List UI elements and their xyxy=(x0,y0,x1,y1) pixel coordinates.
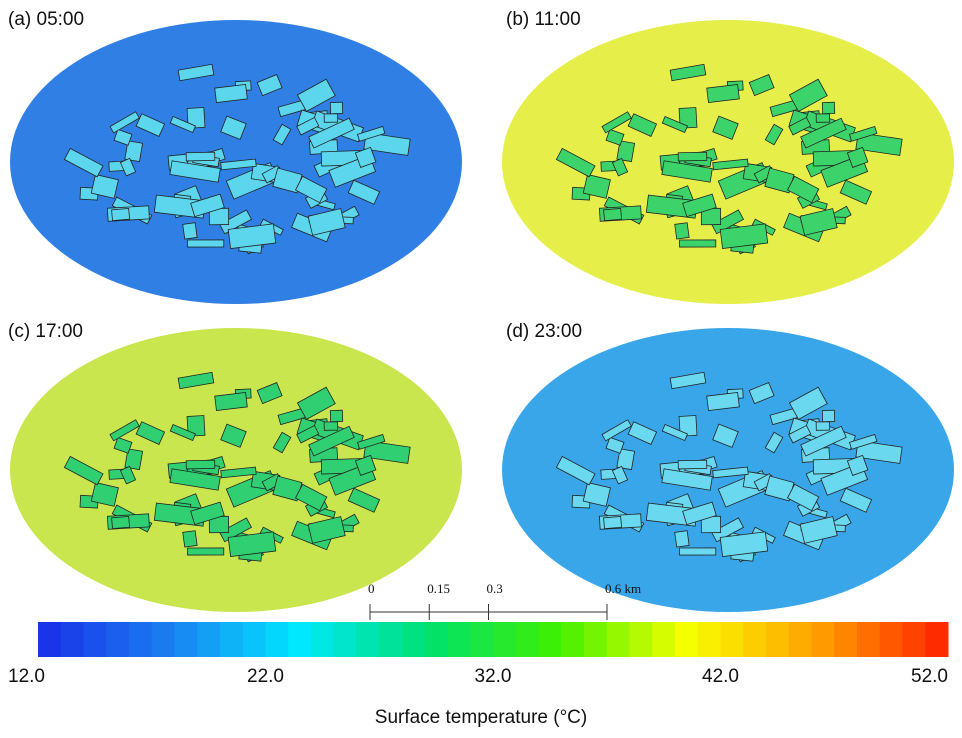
building xyxy=(330,410,342,422)
colorbar-swatch xyxy=(84,622,107,657)
panel-label: (b) 11:00 xyxy=(506,9,581,30)
building xyxy=(112,208,130,220)
building xyxy=(604,516,622,528)
scale-tick-label: 0.3 xyxy=(487,581,503,596)
colorbar-swatch xyxy=(834,622,857,657)
colorbar-swatch xyxy=(698,622,721,657)
colorbar-swatch xyxy=(675,622,698,657)
colorbar-swatch xyxy=(516,622,539,657)
colorbar-swatch xyxy=(288,622,311,657)
colorbar-swatch xyxy=(425,622,448,657)
colorbar-swatch xyxy=(743,622,766,657)
colorbar-swatch xyxy=(493,622,516,657)
colorbar-swatch xyxy=(789,622,812,657)
panel-map xyxy=(10,20,462,304)
building xyxy=(186,460,215,469)
colorbar-swatch xyxy=(470,622,493,657)
colorbar-swatch xyxy=(607,622,630,657)
building xyxy=(183,223,197,239)
panel-label: (c) 17:00 xyxy=(8,321,83,342)
colorbar-swatch xyxy=(379,622,402,657)
building xyxy=(678,152,707,161)
colorbar-swatch xyxy=(311,622,334,657)
building xyxy=(816,114,830,122)
panel-label: (a) 05:00 xyxy=(8,9,84,30)
colorbar-tick-label: 42.0 xyxy=(702,666,739,687)
colorbar-swatch xyxy=(721,622,744,657)
building xyxy=(816,422,830,430)
colorbar-swatch xyxy=(38,622,61,657)
scale-tick-label: 0 xyxy=(368,581,375,596)
colorbar-tick-label: 12.0 xyxy=(8,666,45,687)
colorbar-swatch xyxy=(129,622,152,657)
scale-tick-label: 0.15 xyxy=(427,581,450,596)
colorbar-swatch xyxy=(243,622,266,657)
building xyxy=(679,548,715,555)
building xyxy=(186,152,215,161)
colorbar-swatch xyxy=(61,622,84,657)
building xyxy=(679,240,715,247)
colorbar-swatch xyxy=(106,622,129,657)
colorbar-swatch xyxy=(448,622,471,657)
colorbar-tick-label: 22.0 xyxy=(247,666,284,687)
colorbar-swatch xyxy=(175,622,198,657)
colorbar-label: Surface temperature (°C) xyxy=(375,707,587,728)
building xyxy=(675,531,689,547)
colorbar-swatch xyxy=(903,622,926,657)
colorbar-swatch xyxy=(539,622,562,657)
colorbar-swatch xyxy=(880,622,903,657)
scale-tick-label: 0.6 km xyxy=(605,581,641,596)
building xyxy=(324,114,338,122)
building xyxy=(822,102,834,114)
colorbar-swatch xyxy=(561,622,584,657)
panel-map xyxy=(10,328,462,612)
colorbar-swatch xyxy=(925,622,948,657)
colorbar-swatch xyxy=(584,622,607,657)
building xyxy=(187,240,223,247)
building xyxy=(604,208,622,220)
figure: (a) 05:00 (b) 11:00 (c) 17:00 (d) 23:00 … xyxy=(0,0,962,733)
colorbar-swatch xyxy=(197,622,220,657)
colorbar-swatch xyxy=(266,622,289,657)
colorbar-swatch xyxy=(812,622,835,657)
colorbar-swatch xyxy=(857,622,880,657)
colorbar-swatch xyxy=(357,622,380,657)
building xyxy=(330,102,342,114)
colorbar-swatch xyxy=(334,622,357,657)
building xyxy=(112,516,130,528)
panel-map xyxy=(502,20,954,304)
colorbar-tick-label: 52.0 xyxy=(911,666,948,687)
building xyxy=(183,531,197,547)
building xyxy=(324,422,338,430)
colorbar-swatch xyxy=(152,622,175,657)
colorbar-swatch xyxy=(220,622,243,657)
colorbar-tick-label: 32.0 xyxy=(475,666,512,687)
building xyxy=(187,548,223,555)
building xyxy=(822,410,834,422)
colorbar-swatch xyxy=(766,622,789,657)
panel-map xyxy=(502,328,954,612)
colorbar-swatch xyxy=(630,622,653,657)
colorbar-swatch xyxy=(652,622,675,657)
building xyxy=(675,223,689,239)
colorbar-swatch xyxy=(402,622,425,657)
panel-label: (d) 23:00 xyxy=(506,321,582,342)
building xyxy=(678,460,707,469)
